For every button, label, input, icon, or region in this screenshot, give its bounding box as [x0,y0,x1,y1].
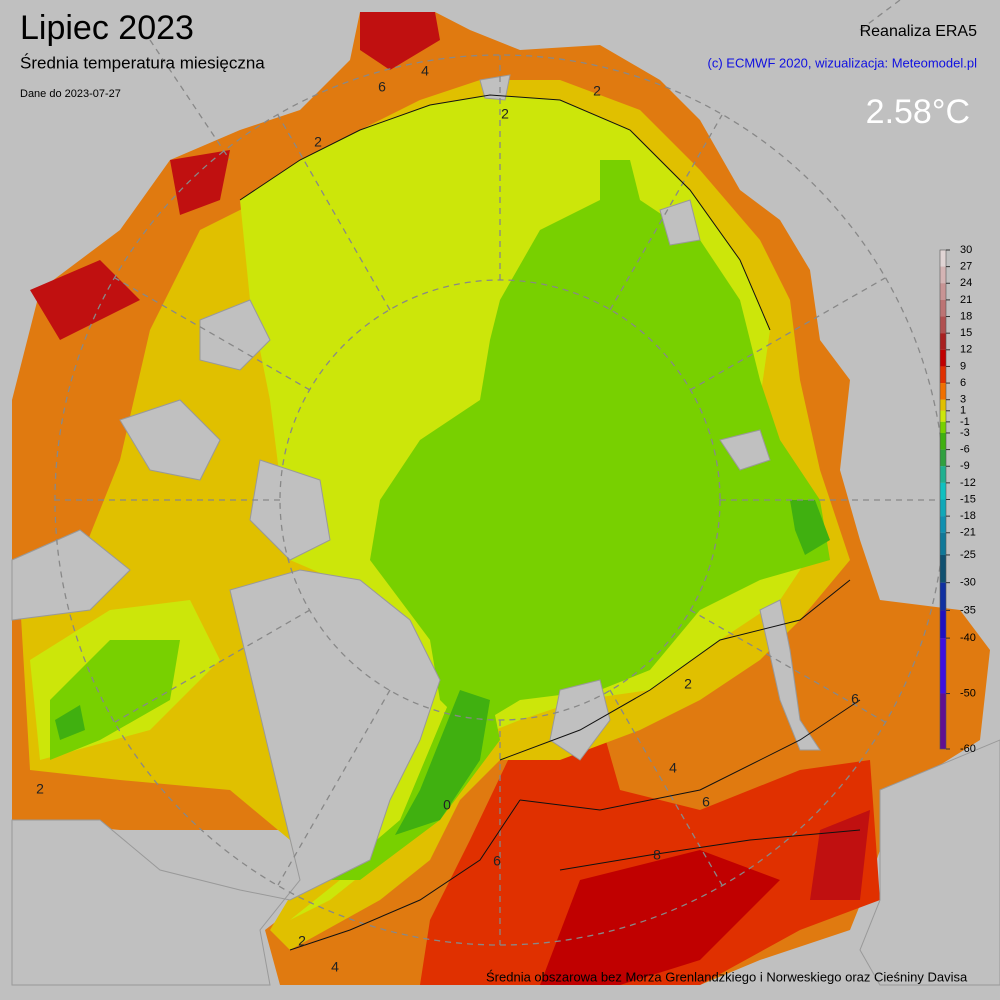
colorbar-segment [940,316,946,334]
contour-label: 6 [378,79,386,95]
contour-label: 2 [314,134,322,150]
colorbar-tick-label: 30 [960,244,972,256]
colorbar-segment [940,499,946,517]
contour-label: 2 [501,106,509,122]
dark-red-field [540,850,780,985]
colorbar-segment [940,366,946,384]
map-fields [12,12,990,985]
colorbar-tick-label: 18 [960,310,972,322]
colorbar-tick-label: -18 [960,510,976,522]
colorbar-tick-label: -60 [960,743,976,755]
colorbar-tick-label: 12 [960,344,972,356]
contour-label: 4 [669,760,677,776]
date-note: Dane do 2023-07-27 [20,88,121,100]
contour-line [559,829,861,871]
colorbar-tick-label: 15 [960,327,972,339]
colorbar-tick-label: 24 [960,277,972,289]
colorbar-segment [940,410,946,422]
colorbar-tick-label: -21 [960,527,976,539]
contour-label: 8 [653,847,661,863]
colorbar-tick-label: 21 [960,294,972,306]
colorbar-tick-label: -1 [960,416,970,428]
contour-label: 2 [593,83,601,99]
contour-line [239,94,771,331]
colorbar-segment [940,432,946,450]
colorbar-tick-label: -6 [960,444,970,456]
title: Lipiec 2023 [20,9,194,47]
contour-label: 0 [443,797,451,813]
contour-line [519,699,861,811]
mean-temperature: 2.58°C [866,93,970,131]
colorbar-tick-label: 9 [960,360,966,372]
colorbar-segment [940,349,946,367]
source: Reanaliza ERA5 [860,23,978,40]
colorbar-tick-label: -12 [960,477,976,489]
colorbar-tick-label: -3 [960,427,970,439]
colorbar-segment [940,482,946,500]
subtitle: Średnia temperatura miesięczna [20,53,265,72]
colorbar-segment [940,283,946,300]
colorbar-tick-label: -25 [960,549,976,561]
contour-label: 4 [421,63,429,79]
colorbar-segment [940,383,946,400]
colorbar-segment [940,516,946,533]
meridians [55,55,945,945]
footnote: Średnia obszarowa bez Morza Grenlandzkie… [486,969,968,984]
contour-line [499,579,851,761]
colorbar-segment [940,638,946,694]
green-field [50,160,830,880]
colorbar-segment [940,693,946,749]
colorbar-segment [940,266,946,284]
colorbar-segment [940,299,946,317]
colorbar-tick-label: -50 [960,687,976,699]
colorbar: 30 27 24 21 18 15 12 9 6 31-1-3 -6 -9 -12 -15 -18 -21 -2… [939,244,976,755]
colorbar-segment [940,610,946,639]
contour-label: 2 [684,676,692,692]
contour-labels: 2 4 6 2 2 2 4 6 8 6 2 2 4 0 6 [36,63,859,975]
contour-label: 6 [851,691,859,707]
colorbar-tick-label: 3 [960,394,966,406]
red-field [420,720,880,985]
colorbar-tick-label: -9 [960,460,970,472]
colorbar-tick-label: -15 [960,493,976,505]
credit: (c) ECMWF 2020, wizualizacja: Meteomodel… [708,55,978,70]
colorbar-segment [940,421,946,433]
colorbar-segment [940,399,946,411]
colorbar-tick-label: 1 [960,405,966,417]
colorbar-segment [940,250,946,267]
canada-islands [11,299,331,621]
contour-lines [239,94,861,951]
colorbar-segment [940,466,946,483]
greenland [11,569,441,986]
colorbar-segment [940,333,946,350]
colorbar-segment [940,582,946,611]
colorbar-tick-label: 27 [960,261,972,273]
land [11,74,1000,986]
novaya-zemlya [759,599,821,751]
colorbar-segment [940,449,946,467]
colorbar-tick-label: -30 [960,577,976,589]
frame-lines [149,0,901,161]
contour-line [289,799,521,951]
scandinavia [859,739,1000,986]
contour-label: 4 [331,959,339,975]
contour-label: 2 [298,933,306,949]
contour-label: 6 [493,853,501,869]
colorbar-tick-label: 6 [960,377,966,389]
contour-label: 2 [36,781,44,797]
colorbar-segment [940,532,946,555]
colorbar-tick-label: -40 [960,632,976,644]
contour-label: 6 [702,794,710,810]
colorbar-tick-label: -35 [960,604,976,616]
dark-green-field [55,500,830,835]
svalbard [549,679,611,761]
colorbar-segment [940,554,946,583]
